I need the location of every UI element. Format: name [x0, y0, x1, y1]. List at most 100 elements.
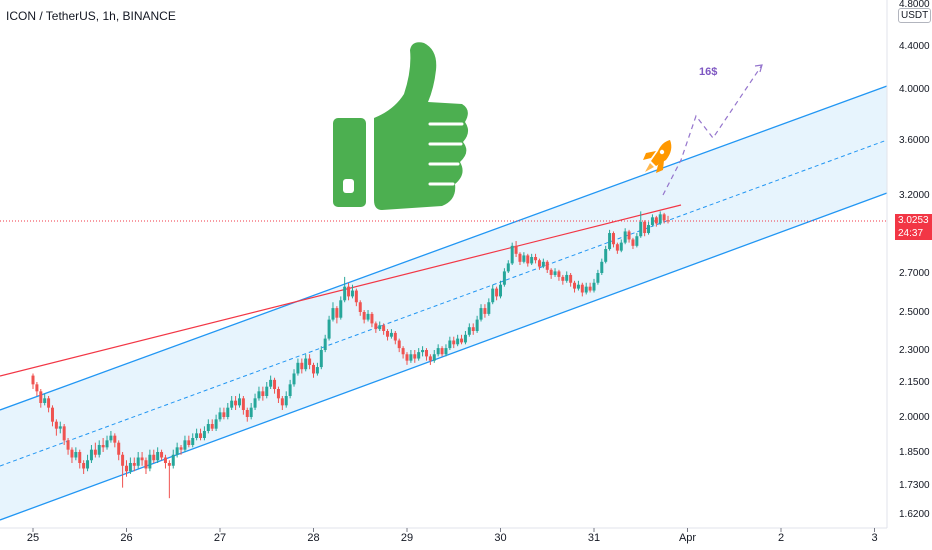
y-tick-label: 4.8000	[899, 0, 930, 10]
candle-body	[335, 308, 339, 318]
candle-body	[160, 452, 164, 458]
price-axis[interactable]: 4.8000 4.4000 4.0000 3.6000 3.2000 2.7000 2.50…	[899, 0, 930, 520]
candle-body	[156, 452, 160, 461]
time-axis[interactable]: 25 26 27 28 29 30 31 Apr 2 3	[27, 528, 878, 544]
x-tick-label: 3	[871, 532, 877, 544]
candle-body	[358, 302, 362, 312]
candle-body	[245, 410, 249, 417]
candle-body	[537, 260, 541, 267]
candle-body	[308, 358, 312, 365]
candle-body	[393, 332, 397, 341]
candle-body	[510, 245, 514, 264]
candle-body	[35, 384, 39, 392]
candle-body	[327, 319, 331, 339]
candle-body	[323, 338, 327, 350]
candle-body	[144, 460, 148, 469]
candle-body	[218, 412, 222, 420]
red-trend-line[interactable]	[0, 204, 682, 377]
candle-body	[148, 454, 152, 469]
candle-body	[202, 431, 206, 438]
candle-body	[432, 354, 436, 361]
y-tick-label: 3.6000	[899, 135, 930, 146]
candle-body	[635, 236, 639, 246]
candle-body	[140, 457, 144, 461]
candle-body	[47, 398, 51, 408]
x-tick-label: 30	[494, 532, 506, 544]
rocket-fin-right	[656, 160, 664, 173]
candle-body	[463, 334, 467, 343]
candle-body	[300, 362, 304, 370]
thumb-cuff-button	[343, 179, 354, 193]
candle-body	[530, 257, 534, 264]
candle-body	[237, 398, 241, 406]
candle-body	[378, 325, 382, 330]
candle-body	[627, 231, 631, 240]
channel-upper-line[interactable]	[0, 85, 888, 411]
candle-body	[315, 367, 319, 374]
candle-body	[234, 400, 238, 406]
candle-body	[452, 340, 456, 345]
y-tick-label: 2.0000	[899, 412, 930, 423]
candle-body	[97, 445, 101, 455]
x-tick-label: 29	[401, 532, 413, 544]
rocket-window	[659, 149, 665, 155]
candle-body	[561, 276, 565, 281]
rocket-icon	[643, 140, 672, 173]
candle-body	[284, 396, 288, 406]
y-tick-label: 3.2000	[899, 190, 930, 201]
candle-body	[113, 435, 117, 443]
y-tick-label: 1.6200	[899, 509, 930, 520]
candle-body	[273, 379, 277, 389]
candle-body	[362, 312, 366, 320]
candle-body	[565, 274, 569, 281]
candle-body	[241, 398, 245, 410]
candle-body	[74, 452, 78, 458]
candle-body	[440, 348, 444, 355]
candle-body	[471, 327, 475, 331]
candle-body	[269, 379, 273, 387]
candle-body	[78, 452, 82, 463]
candle-body	[487, 302, 491, 314]
channel-mid-line[interactable]	[0, 139, 888, 467]
candle-body	[623, 231, 627, 243]
currency-label[interactable]: USDT	[898, 8, 932, 23]
candle-body	[93, 449, 97, 455]
candle-body	[175, 447, 179, 455]
candle-body	[654, 217, 658, 224]
x-tick-label: 2	[778, 532, 784, 544]
candle-body	[312, 364, 315, 374]
candle-body	[121, 454, 125, 466]
candle-body	[230, 400, 234, 408]
candle-body	[522, 255, 526, 262]
candle-body	[171, 454, 175, 466]
candle-body	[214, 419, 218, 429]
candle-body	[374, 323, 378, 330]
candle-body	[339, 300, 343, 318]
candle-body	[210, 424, 214, 429]
candle-body	[397, 340, 401, 349]
candle-body	[483, 308, 487, 314]
y-tick-label: 1.8500	[899, 447, 930, 458]
rocket-flame	[645, 163, 654, 172]
candle-body	[276, 389, 280, 399]
rocket-fin-left	[643, 151, 656, 160]
symbol-title[interactable]: ICON / TetherUS, 1h, BINANCE	[6, 9, 176, 23]
candle-body	[592, 282, 596, 291]
x-tick-label: 31	[588, 532, 600, 544]
projection-path[interactable]	[662, 64, 763, 196]
candle-body	[526, 255, 530, 264]
candle-body	[608, 233, 612, 250]
candle-body	[615, 244, 619, 251]
channel-lower-line[interactable]	[0, 192, 888, 521]
candle-body	[370, 313, 374, 324]
candle-body	[43, 398, 47, 403]
candle-body	[86, 460, 90, 469]
candle-body	[491, 288, 495, 303]
candle-body	[132, 463, 136, 466]
candle-body	[296, 362, 300, 374]
candle-body	[409, 354, 413, 361]
x-tick-label: 25	[27, 532, 39, 544]
candle-body	[354, 290, 358, 303]
